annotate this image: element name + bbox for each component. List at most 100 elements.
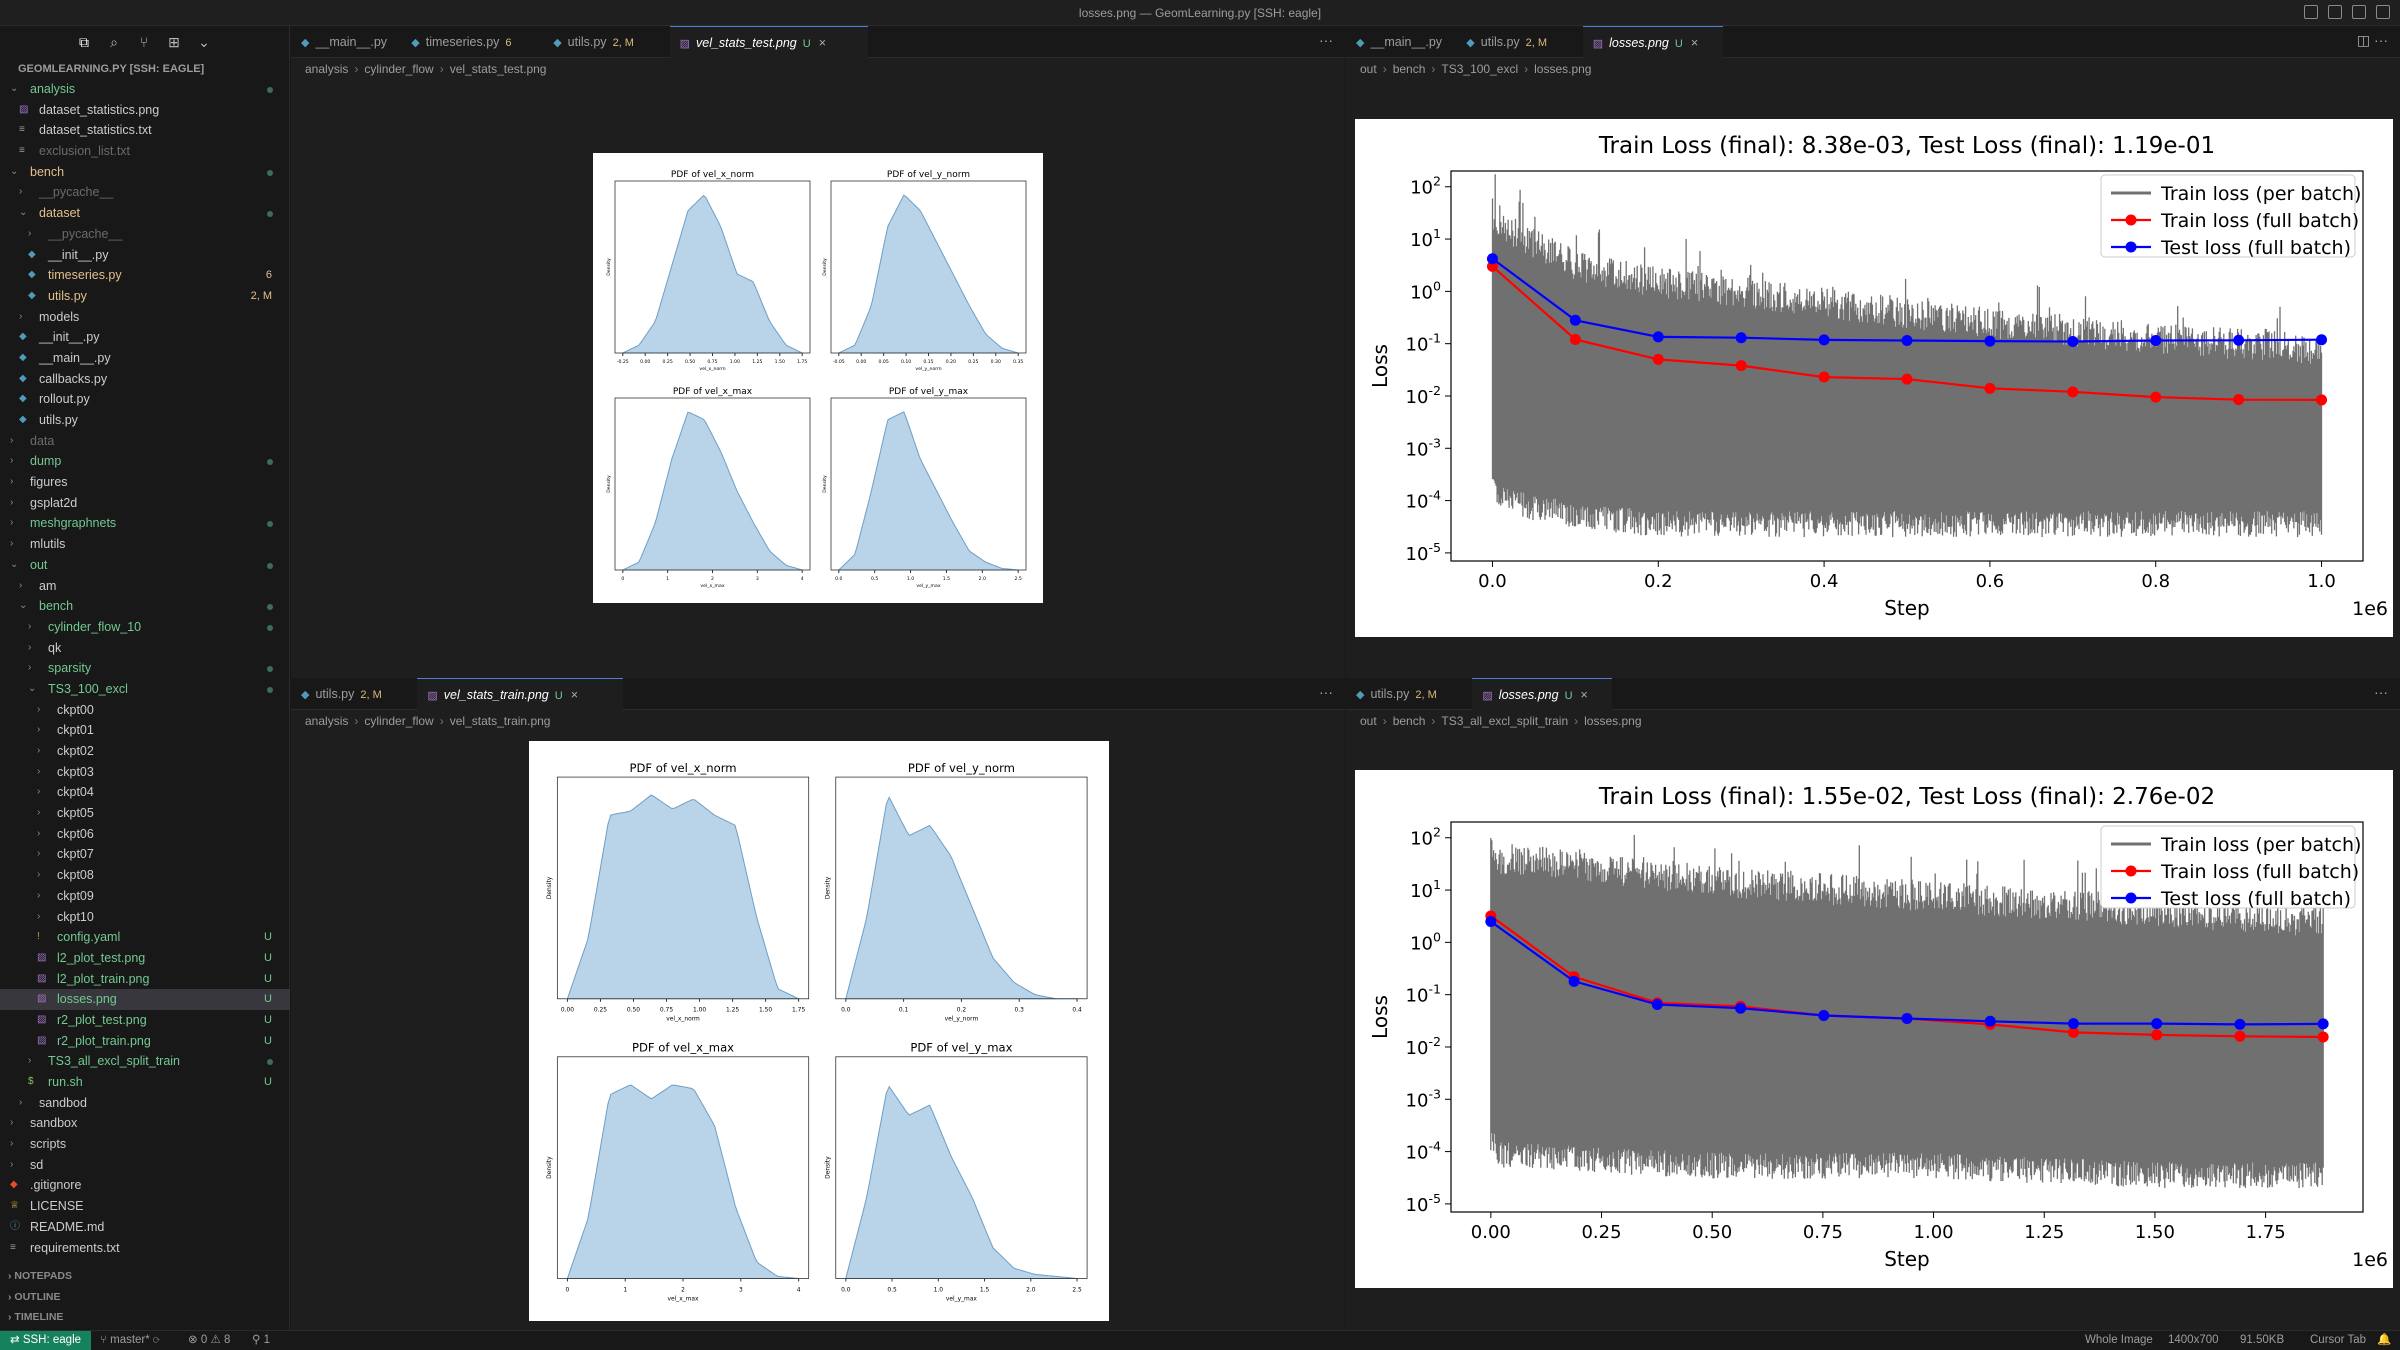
tree-folder[interactable]: › ckpt05 bbox=[0, 803, 290, 824]
tree-file[interactable]: ≡ requirements.txt bbox=[0, 1238, 290, 1259]
tree-folder[interactable]: › scripts bbox=[0, 1134, 290, 1155]
ports-indicator[interactable]: ⚲ 1 bbox=[252, 1334, 271, 1346]
tree-folder[interactable]: › cylinder_flow_10 bbox=[0, 617, 290, 638]
chevron-right-icon[interactable]: › bbox=[10, 517, 14, 529]
tree-folder[interactable]: ⌄ bench bbox=[0, 162, 290, 183]
chevron-right-icon[interactable]: › bbox=[10, 434, 14, 446]
chevron-down-icon[interactable]: ⌄ bbox=[10, 165, 19, 177]
tree-folder[interactable]: › TS3_all_excl_split_train bbox=[0, 1051, 290, 1072]
tree-file[interactable]: $ run.sh U bbox=[0, 1072, 290, 1093]
tree-file[interactable]: ◆ __init__.py bbox=[0, 245, 290, 266]
chevron-right-icon[interactable]: › bbox=[10, 1117, 14, 1129]
tree-folder[interactable]: › data bbox=[0, 431, 290, 452]
close-icon[interactable]: × bbox=[1690, 36, 1699, 50]
editor-tab[interactable]: ▨ losses.png U × bbox=[1582, 26, 1723, 58]
tree-folder[interactable]: › ckpt06 bbox=[0, 824, 290, 845]
breadcrumb-segment[interactable]: vel_stats_train.png bbox=[449, 714, 551, 728]
breadcrumb-segment[interactable]: out bbox=[1360, 714, 1377, 728]
tree-file[interactable]: ≡ dataset_statistics.txt bbox=[0, 120, 290, 141]
breadcrumb-segment[interactable]: losses.png bbox=[1584, 714, 1642, 728]
tree-folder[interactable]: › ckpt00 bbox=[0, 700, 290, 721]
breadcrumb-segment[interactable]: vel_stats_test.png bbox=[449, 62, 547, 76]
tree-folder[interactable]: › models bbox=[0, 307, 290, 328]
tree-folder[interactable]: › sandbox bbox=[0, 1113, 290, 1134]
tree-folder[interactable]: ⌄ TS3_100_excl bbox=[0, 679, 290, 700]
section-timeline[interactable]: › TIMELINE bbox=[0, 1307, 290, 1328]
close-icon[interactable]: × bbox=[818, 36, 827, 50]
chevron-right-icon[interactable]: › bbox=[19, 1096, 23, 1108]
more-actions-icon[interactable]: ··· bbox=[1319, 32, 1333, 48]
breadcrumb-segment[interactable]: bench bbox=[1392, 714, 1426, 728]
tree-folder[interactable]: › __pycache__ bbox=[0, 182, 290, 203]
breadcrumb-segment[interactable]: out bbox=[1360, 62, 1377, 76]
editor-tab[interactable]: ▨ losses.png U × bbox=[1472, 678, 1613, 710]
tree-folder[interactable]: › sd bbox=[0, 1155, 290, 1176]
chevron-right-icon[interactable]: › bbox=[10, 455, 14, 467]
tree-folder[interactable]: › ckpt02 bbox=[0, 741, 290, 762]
chevron-right-icon[interactable]: › bbox=[37, 910, 41, 922]
chevron-right-icon[interactable]: › bbox=[10, 476, 14, 488]
tree-file[interactable]: ≡ exclusion_list.txt bbox=[0, 141, 290, 162]
breadcrumb-segment[interactable]: analysis bbox=[305, 714, 349, 728]
tree-folder[interactable]: › gsplat2d bbox=[0, 493, 290, 514]
tree-folder[interactable]: › ckpt10 bbox=[0, 907, 290, 928]
problems-indicator[interactable]: ⊗ 0 ⚠ 8 bbox=[188, 1334, 231, 1346]
editor-tab[interactable]: ◆ __main__.py bbox=[291, 26, 401, 58]
tree-file[interactable]: ! config.yaml U bbox=[0, 927, 290, 948]
chevron-down-icon[interactable]: ⌄ bbox=[10, 558, 19, 570]
tree-file[interactable]: ▨ l2_plot_test.png U bbox=[0, 948, 290, 969]
tree-file[interactable]: ▨ r2_plot_test.png U bbox=[0, 1010, 290, 1031]
explorer-icon[interactable]: ⧉ bbox=[79, 34, 89, 50]
chevron-right-icon[interactable]: › bbox=[28, 227, 32, 239]
chevron-right-icon[interactable]: › bbox=[10, 1158, 14, 1170]
chevron-right-icon[interactable]: › bbox=[10, 1138, 14, 1150]
chevron-right-icon[interactable]: › bbox=[10, 496, 14, 508]
chevron-right-icon[interactable]: › bbox=[37, 889, 41, 901]
breadcrumb-segment[interactable]: TS3_all_excl_split_train bbox=[1441, 714, 1569, 728]
tree-file[interactable]: ◆ __main__.py bbox=[0, 348, 290, 369]
chevron-right-icon[interactable]: › bbox=[19, 310, 23, 322]
tree-file[interactable]: ▨ l2_plot_train.png U bbox=[0, 969, 290, 990]
tree-file[interactable]: ⓘ README.md bbox=[0, 1217, 290, 1238]
chevron-right-icon[interactable]: › bbox=[28, 641, 32, 653]
tree-folder[interactable]: › ckpt04 bbox=[0, 782, 290, 803]
extensions-icon[interactable]: ⊞ bbox=[168, 34, 180, 50]
chevron-right-icon[interactable]: › bbox=[19, 186, 23, 198]
source-control-icon[interactable]: ⑂ bbox=[139, 34, 149, 50]
tree-file[interactable]: ◆ .gitignore bbox=[0, 1175, 290, 1196]
tree-folder[interactable]: › ckpt03 bbox=[0, 762, 290, 783]
chevron-right-icon[interactable]: › bbox=[10, 538, 14, 550]
tree-file[interactable]: ▨ r2_plot_train.png U bbox=[0, 1031, 290, 1052]
breadcrumb-segment[interactable]: cylinder_flow bbox=[364, 714, 434, 728]
chevron-down-icon[interactable]: ⌄ bbox=[198, 34, 210, 50]
breadcrumb-segment[interactable]: bench bbox=[1392, 62, 1426, 76]
tree-file[interactable]: ◆ callbacks.py bbox=[0, 369, 290, 390]
branch-indicator[interactable]: ⑂ master* ⟳ bbox=[100, 1334, 160, 1346]
chevron-down-icon[interactable]: ⌄ bbox=[19, 600, 28, 612]
tree-file[interactable]: ▨ losses.png U bbox=[0, 989, 290, 1010]
tree-file[interactable]: ◆ __init__.py bbox=[0, 327, 290, 348]
tree-folder[interactable]: ⌄ bench bbox=[0, 596, 290, 617]
chevron-right-icon[interactable]: › bbox=[28, 662, 32, 674]
chevron-right-icon[interactable]: › bbox=[37, 848, 41, 860]
chevron-right-icon[interactable]: › bbox=[37, 724, 41, 736]
tree-folder[interactable]: › am bbox=[0, 576, 290, 597]
chevron-right-icon[interactable]: › bbox=[37, 745, 41, 756]
editor-tab[interactable]: ▨ vel_stats_train.png U × bbox=[417, 678, 624, 710]
close-icon[interactable]: × bbox=[570, 688, 578, 702]
chevron-down-icon[interactable]: ⌄ bbox=[28, 682, 37, 694]
breadcrumb-segment[interactable]: TS3_100_excl bbox=[1441, 62, 1519, 76]
tree-folder[interactable]: › qk bbox=[0, 638, 290, 659]
customize-layout-icon[interactable] bbox=[2376, 5, 2390, 19]
chevron-right-icon[interactable]: › bbox=[37, 807, 41, 819]
toggle-panel-icon[interactable] bbox=[2328, 5, 2342, 19]
section-notepads[interactable]: › NOTEPADS bbox=[0, 1266, 290, 1287]
chevron-down-icon[interactable]: ⌄ bbox=[19, 207, 28, 219]
editor-tab[interactable]: ◆ utils.py 2, M bbox=[1346, 678, 1472, 710]
tree-folder[interactable]: › sparsity bbox=[0, 658, 290, 679]
workspace-header[interactable]: GEOMLEARNING.PY [SSH: EAGLE] bbox=[18, 63, 205, 75]
image-zoom-status[interactable]: Whole Image bbox=[2085, 1334, 2153, 1346]
tree-folder[interactable]: ⌄ dataset bbox=[0, 203, 290, 224]
chevron-down-icon[interactable]: ⌄ bbox=[10, 83, 19, 94]
notifications-icon[interactable]: 🔔 bbox=[2377, 1334, 2392, 1346]
